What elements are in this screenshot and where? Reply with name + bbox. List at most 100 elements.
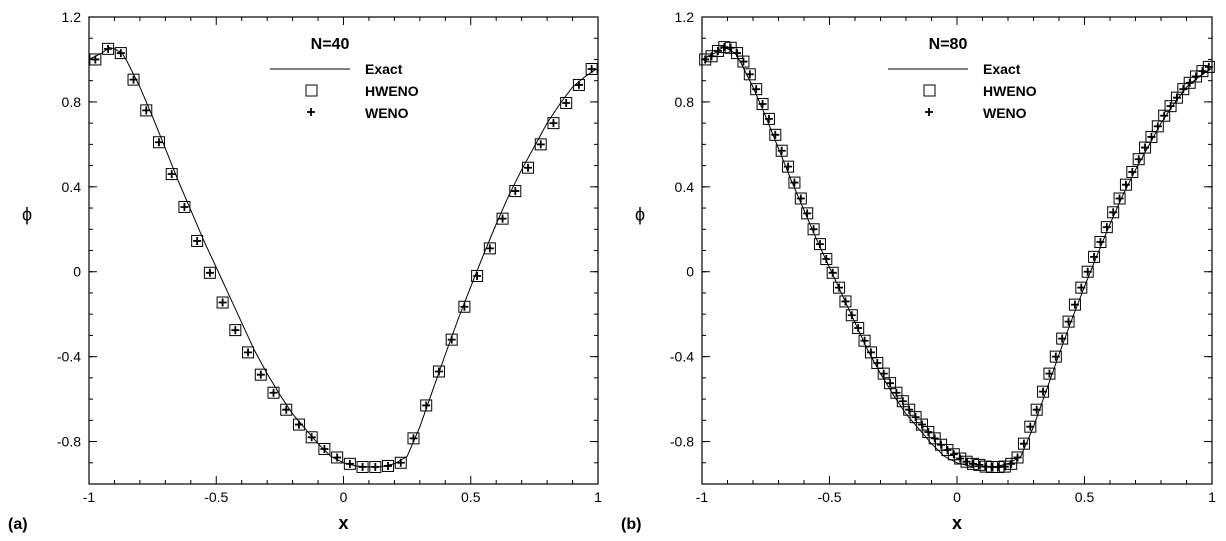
hweno-point xyxy=(1100,221,1113,234)
weno-point xyxy=(854,323,863,332)
hweno-point xyxy=(496,212,509,225)
weno-point xyxy=(866,348,875,357)
weno-point xyxy=(822,254,831,263)
weno-point xyxy=(409,434,418,443)
weno-point xyxy=(1045,369,1054,378)
weno-point xyxy=(1204,62,1213,71)
panel-label: (a) xyxy=(8,516,28,533)
weno-point xyxy=(574,80,583,89)
hweno-point xyxy=(769,128,782,141)
y-tick-label: 1.2 xyxy=(62,9,82,25)
weno-point xyxy=(256,370,265,379)
weno-point xyxy=(498,214,507,223)
weno-point xyxy=(790,178,799,187)
weno-point xyxy=(784,162,793,171)
hweno-point xyxy=(102,42,115,55)
hweno-point xyxy=(407,432,420,445)
legend-weno-swatch xyxy=(925,108,933,116)
hweno-point xyxy=(191,234,204,247)
hweno-point xyxy=(839,295,852,308)
panel-label: (b) xyxy=(621,516,641,533)
hweno-point xyxy=(731,47,744,60)
weno-point xyxy=(587,65,596,74)
hweno-point xyxy=(820,252,833,265)
weno-point xyxy=(752,85,761,94)
hweno-point xyxy=(458,300,471,313)
weno-point xyxy=(962,457,971,466)
weno-point xyxy=(549,119,558,128)
legend-hweno-swatch xyxy=(305,84,318,97)
weno-point xyxy=(193,236,202,245)
weno-point xyxy=(562,98,571,107)
weno-point xyxy=(1064,317,1073,326)
hweno-point xyxy=(152,136,165,149)
hweno-point xyxy=(858,334,871,347)
weno-point xyxy=(956,454,965,463)
legend-entry-label: HWENO xyxy=(983,83,1037,99)
weno-point xyxy=(1039,387,1048,396)
x-tick-label: -0.5 xyxy=(817,489,841,505)
weno-point xyxy=(1141,143,1150,152)
weno-point xyxy=(815,240,824,249)
weno-point xyxy=(905,405,914,414)
weno-point xyxy=(307,433,316,442)
weno-point xyxy=(116,49,125,58)
y-tick-label: -0.4 xyxy=(57,349,81,365)
exact-line xyxy=(88,47,599,468)
weno-point xyxy=(422,401,431,410)
panel-b: -1 -0.5 0 0.5 1 -0.8 -0.4 0 0.4 0.8 1.2 x ϕ (b) N=80 Ex… xyxy=(621,9,1216,533)
weno-point xyxy=(154,138,163,147)
hweno-point xyxy=(1196,65,1209,78)
hweno-point xyxy=(1011,451,1024,464)
hweno-point xyxy=(1075,281,1088,294)
weno-point xyxy=(1109,208,1118,217)
hweno-point xyxy=(877,367,890,380)
hweno-point xyxy=(331,451,344,464)
hweno-point xyxy=(1056,332,1069,345)
hweno-point xyxy=(292,418,305,431)
weno-point xyxy=(1134,155,1143,164)
weno-point xyxy=(1198,67,1207,76)
weno-point xyxy=(1121,180,1130,189)
weno-point xyxy=(809,225,818,234)
weno-point xyxy=(1000,462,1009,471)
x-tick-label: 0.5 xyxy=(1075,489,1095,505)
weno-point xyxy=(847,311,856,320)
hweno-point xyxy=(864,346,877,359)
hweno-point xyxy=(445,333,458,346)
weno-point xyxy=(345,459,354,468)
y-tick-label: 0 xyxy=(73,264,81,280)
hweno-point xyxy=(782,160,795,173)
hweno-point xyxy=(1164,100,1177,113)
weno-point xyxy=(1192,72,1201,81)
weno-point xyxy=(536,140,545,149)
hweno-point xyxy=(369,461,382,474)
hweno-point xyxy=(1088,250,1101,263)
weno-point xyxy=(937,440,946,449)
hweno-point xyxy=(343,457,356,470)
hweno-point xyxy=(216,296,229,309)
hweno-point xyxy=(833,281,846,294)
weno-point xyxy=(282,405,291,414)
legend-entry-label: WENO xyxy=(983,105,1027,121)
weno-point xyxy=(1096,238,1105,247)
hweno-point xyxy=(903,403,916,416)
hweno-point xyxy=(1094,236,1107,249)
legend-entry-label: Exact xyxy=(983,61,1021,77)
hweno-point xyxy=(585,63,598,76)
weno-point xyxy=(231,326,240,335)
y-tick-label: -0.8 xyxy=(57,434,81,450)
weno-point xyxy=(1115,194,1124,203)
hweno-point xyxy=(1119,178,1132,191)
x-tick-label: 0.5 xyxy=(461,489,481,505)
weno-point xyxy=(911,413,920,422)
hweno-point xyxy=(1139,141,1152,154)
legend-entry-label: Exact xyxy=(365,61,403,77)
hweno-point xyxy=(750,83,763,96)
y-tick-label: 0.4 xyxy=(675,179,695,195)
weno-point xyxy=(524,163,533,172)
weno-point xyxy=(91,55,100,64)
hweno-point xyxy=(382,459,395,472)
weno-point xyxy=(434,367,443,376)
